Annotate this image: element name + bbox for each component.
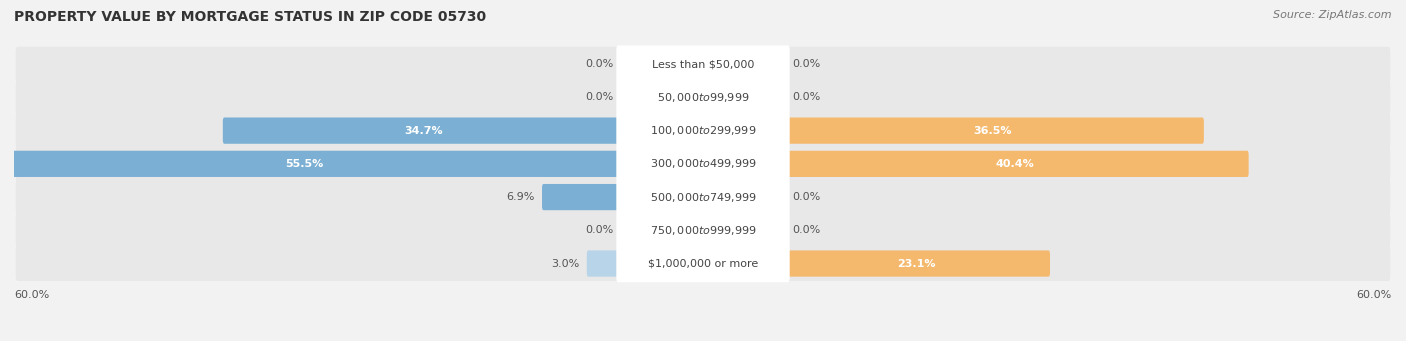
Text: $1,000,000 or more: $1,000,000 or more [648, 258, 758, 268]
Text: 36.5%: 36.5% [974, 125, 1012, 136]
Text: 0.0%: 0.0% [793, 92, 821, 102]
FancyBboxPatch shape [222, 118, 624, 144]
Text: 40.4%: 40.4% [995, 159, 1035, 169]
FancyBboxPatch shape [15, 80, 1391, 115]
Text: $50,000 to $99,999: $50,000 to $99,999 [657, 91, 749, 104]
FancyBboxPatch shape [616, 178, 790, 216]
FancyBboxPatch shape [616, 145, 790, 183]
FancyBboxPatch shape [616, 79, 790, 116]
FancyBboxPatch shape [15, 213, 1391, 248]
FancyBboxPatch shape [543, 184, 624, 210]
Text: 34.7%: 34.7% [404, 125, 443, 136]
Text: 60.0%: 60.0% [14, 290, 49, 300]
Text: 0.0%: 0.0% [793, 225, 821, 235]
FancyBboxPatch shape [782, 250, 1050, 277]
Text: 0.0%: 0.0% [585, 59, 613, 69]
FancyBboxPatch shape [586, 250, 624, 277]
FancyBboxPatch shape [616, 211, 790, 249]
Text: PROPERTY VALUE BY MORTGAGE STATUS IN ZIP CODE 05730: PROPERTY VALUE BY MORTGAGE STATUS IN ZIP… [14, 10, 486, 24]
Text: Source: ZipAtlas.com: Source: ZipAtlas.com [1274, 10, 1392, 20]
Text: $100,000 to $299,999: $100,000 to $299,999 [650, 124, 756, 137]
Text: 0.0%: 0.0% [585, 92, 613, 102]
FancyBboxPatch shape [15, 47, 1391, 81]
FancyBboxPatch shape [616, 45, 790, 83]
FancyBboxPatch shape [616, 112, 790, 149]
FancyBboxPatch shape [782, 118, 1204, 144]
Text: 3.0%: 3.0% [551, 258, 579, 268]
FancyBboxPatch shape [0, 151, 624, 177]
Text: 0.0%: 0.0% [793, 59, 821, 69]
FancyBboxPatch shape [15, 146, 1391, 181]
FancyBboxPatch shape [616, 245, 790, 282]
Text: $750,000 to $999,999: $750,000 to $999,999 [650, 224, 756, 237]
FancyBboxPatch shape [15, 180, 1391, 214]
Text: 55.5%: 55.5% [285, 159, 323, 169]
Text: $500,000 to $749,999: $500,000 to $749,999 [650, 191, 756, 204]
Text: 60.0%: 60.0% [1357, 290, 1392, 300]
Text: $300,000 to $499,999: $300,000 to $499,999 [650, 157, 756, 170]
FancyBboxPatch shape [15, 113, 1391, 148]
Text: 0.0%: 0.0% [585, 225, 613, 235]
FancyBboxPatch shape [782, 151, 1249, 177]
FancyBboxPatch shape [15, 246, 1391, 281]
Text: Less than $50,000: Less than $50,000 [652, 59, 754, 69]
Text: 0.0%: 0.0% [793, 192, 821, 202]
Text: 6.9%: 6.9% [506, 192, 534, 202]
Text: 23.1%: 23.1% [897, 258, 935, 268]
